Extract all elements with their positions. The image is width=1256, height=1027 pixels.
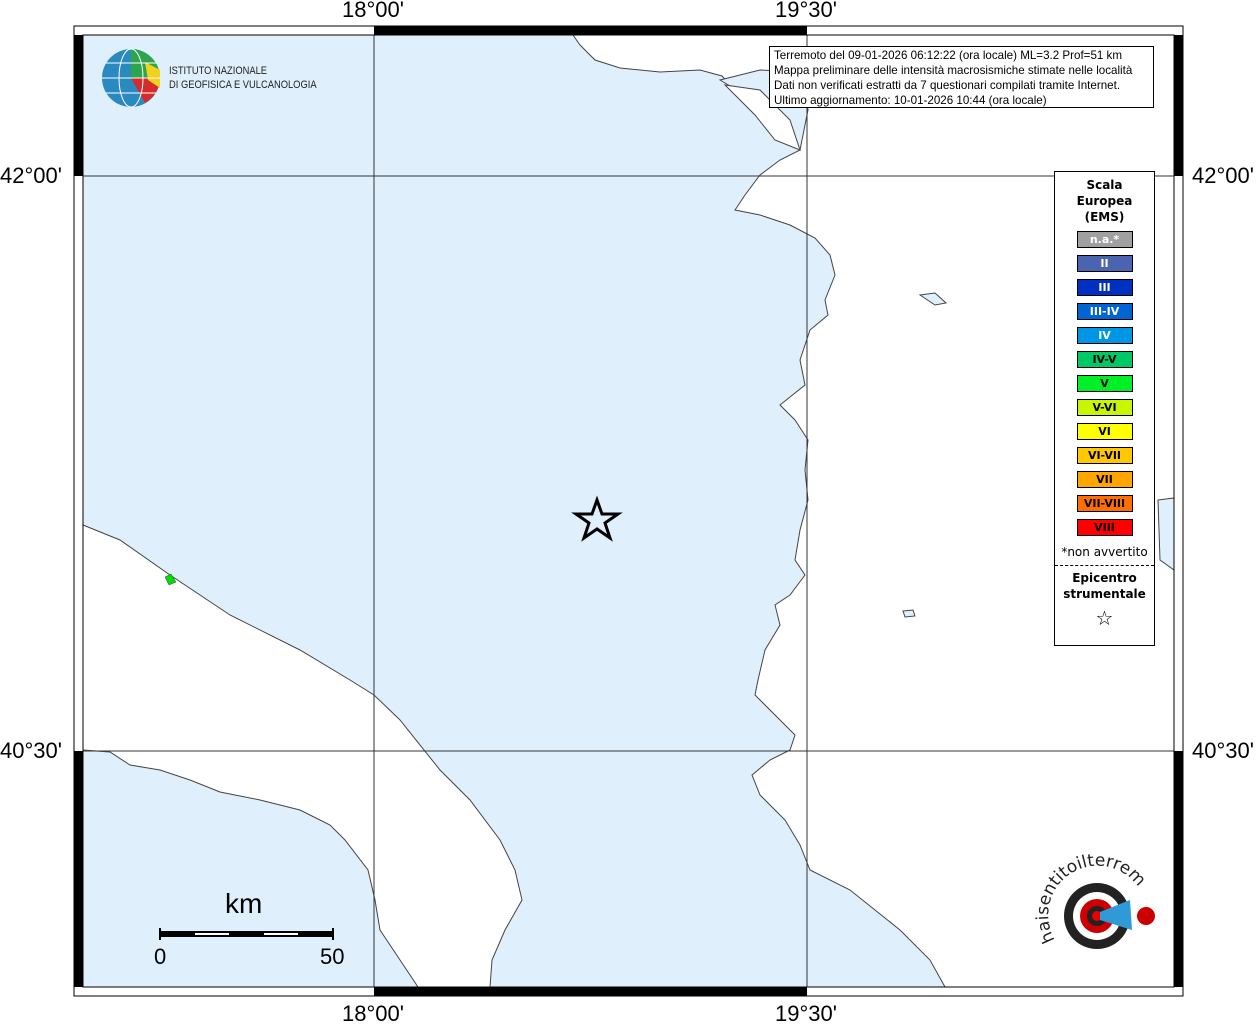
legend-swatch: VI <box>1076 423 1133 440</box>
legend-swatch: VII <box>1076 471 1133 488</box>
legend-swatch: IV <box>1076 327 1133 344</box>
lat-label-right-40-30: 40°30' <box>1192 738 1254 763</box>
scale-bar-graphic <box>159 928 334 940</box>
lat-label-left-40-30: 40°30' <box>0 738 62 763</box>
scale-unit: km <box>225 888 263 919</box>
legend-swatches: n.a.* II III III-IV IV IV-V V V-VI VI VI-VII VII VI… <box>1055 231 1154 536</box>
lat-label-right-42: 42°00' <box>1192 163 1254 188</box>
info-line-description: Mappa preliminare delle intensità macros… <box>774 64 1133 77</box>
legend-star-icon: ☆ <box>1095 606 1114 630</box>
lon-label-top-19-30: 19°30' <box>775 0 837 22</box>
scale-max: 50 <box>320 944 345 969</box>
legend-swatch: II <box>1076 255 1133 272</box>
lake <box>918 292 948 306</box>
event-info-box: Terremoto del 09-01-2026 06:12:22 (ora l… <box>769 46 1154 108</box>
lake <box>902 609 916 618</box>
felt-intensity-point[interactable] <box>164 573 177 586</box>
legend-epicenter-1: Epicentro <box>1072 571 1137 585</box>
info-line-event: Terremoto del 09-01-2026 06:12:22 (ora l… <box>774 49 1123 62</box>
legend-swatch: V <box>1076 375 1133 392</box>
epicenter-star-icon[interactable] <box>571 495 623 542</box>
legend-swatch: IV-V <box>1076 351 1133 368</box>
legend-swatch: V-VI <box>1076 399 1133 416</box>
lake <box>1157 497 1175 571</box>
lon-label-bottom-19-30: 19°30' <box>775 1001 837 1026</box>
map-frame <box>73 25 1184 997</box>
legend-swatch: VII-VIII <box>1076 495 1133 512</box>
legend-swatch: n.a.* <box>1076 231 1133 248</box>
scale-bar: km 0 50 <box>150 888 350 969</box>
island <box>723 84 801 151</box>
graticule <box>83 35 1174 987</box>
legend-note: *non avvertito <box>1061 545 1148 559</box>
scale-min: 0 <box>154 944 167 969</box>
legend-title: Scala Europea (EMS) <box>1055 177 1154 225</box>
ingv-logo-icon <box>102 48 160 108</box>
info-line-data: Dati non verificati estratti da 7 questi… <box>774 79 1121 92</box>
legend-title-2: Europea <box>1076 194 1133 208</box>
ingv-line2: DI GEOFISICA E VULCANOLOGIA <box>169 79 317 91</box>
ingv-line1: ISTITUTO NAZIONALE <box>169 65 268 77</box>
info-line-updated: Ultimo aggiornamento: 10-01-2026 10:44 (… <box>774 94 1047 107</box>
lat-label-left-42: 42°00' <box>0 163 62 188</box>
legend-divider <box>1055 565 1154 566</box>
intensity-legend: Scala Europea (EMS) n.a.* II III III-IV IV IV… <box>1054 171 1155 646</box>
legend-title-1: Scala <box>1086 178 1123 192</box>
legend-title-3: (EMS) <box>1084 210 1125 224</box>
lon-label-bottom-18: 18°00' <box>342 1001 404 1026</box>
legend-swatch: III <box>1076 279 1133 296</box>
legend-swatch: VIII <box>1076 519 1133 536</box>
ingv-logo-text: ISTITUTO NAZIONALE DI GEOFISICA E VULCAN… <box>169 64 317 92</box>
legend-swatch: VI-VII <box>1076 447 1133 464</box>
lon-label-top-18: 18°00' <box>342 0 404 22</box>
legend-epicenter-2: strumentale <box>1063 587 1146 601</box>
legend-swatch: III-IV <box>1076 303 1133 320</box>
